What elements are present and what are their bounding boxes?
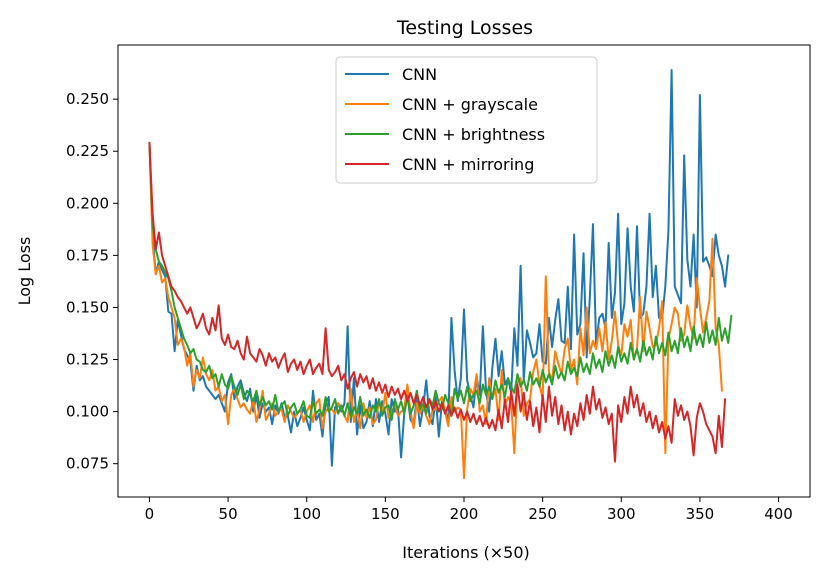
legend-box xyxy=(335,56,598,184)
y-tick-label: 0.175 xyxy=(66,246,109,264)
series-layer xyxy=(148,69,733,480)
x-tick-label: 400 xyxy=(764,505,793,523)
x-tick-label: 150 xyxy=(371,505,400,523)
x-tick-label: 50 xyxy=(219,505,238,523)
series-line-cnn-mirroring xyxy=(148,141,727,463)
x-tick-label: 350 xyxy=(686,505,715,523)
chart-title: Testing Losses xyxy=(396,17,533,39)
x-axis-label: Iterations (×50) xyxy=(402,543,530,562)
y-tick-label: 0.150 xyxy=(66,298,109,316)
legend: CNN CNN + grayscale CNN + brightness CNN + … xyxy=(335,56,598,184)
y-tick-label: 0.200 xyxy=(66,194,109,212)
y-tick-label: 0.100 xyxy=(66,403,109,421)
series-line-cnn-brightness xyxy=(148,141,733,421)
y-axis-label: Log Loss xyxy=(15,237,34,306)
plot-frame xyxy=(117,44,811,498)
legend-label-cnn-grayscale: CNN + grayscale xyxy=(402,95,538,114)
x-tick-label: 0 xyxy=(145,505,155,523)
legend-label-cnn-brightness: CNN + brightness xyxy=(402,125,545,144)
x-tick-label: 300 xyxy=(607,505,636,523)
series-line-cnn-grayscale xyxy=(148,141,723,480)
x-tick-label: 100 xyxy=(292,505,321,523)
ticks-layer: 0 50 100 150 200 250 300 350 400 0.075 0.100 0.125 0… xyxy=(66,90,793,523)
y-tick-label: 0.075 xyxy=(66,455,109,473)
legend-label-cnn-mirroring: CNN + mirroring xyxy=(402,155,534,174)
legend-label-cnn: CNN xyxy=(402,65,437,84)
y-tick-label: 0.225 xyxy=(66,142,109,160)
series-line-cnn xyxy=(148,69,730,467)
y-tick-label: 0.125 xyxy=(66,351,109,369)
x-tick-label: 250 xyxy=(528,505,557,523)
y-tick-label: 0.250 xyxy=(66,90,109,108)
x-tick-label: 200 xyxy=(450,505,479,523)
